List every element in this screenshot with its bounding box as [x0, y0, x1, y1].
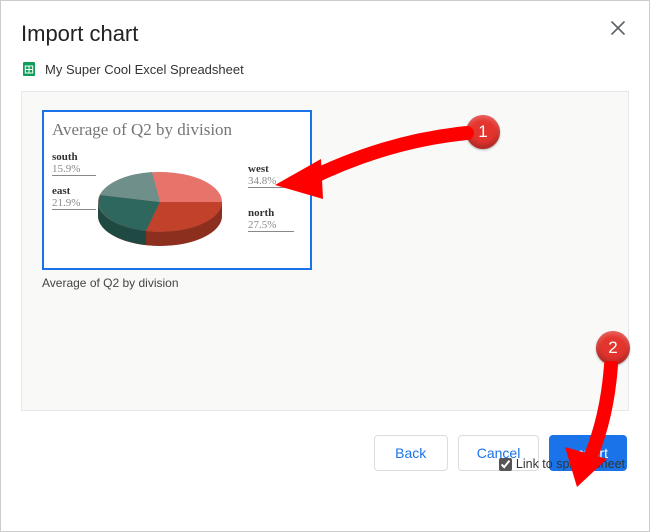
chart-caption: Average of Q2 by division: [42, 276, 312, 290]
slice-label-west: west 34.8%: [248, 164, 294, 188]
sheets-icon: [21, 61, 37, 77]
chart-card[interactable]: Average of Q2 by division: [42, 110, 312, 290]
close-icon[interactable]: [607, 17, 629, 44]
link-to-spreadsheet-row: Link to spreadsheet: [499, 457, 625, 471]
annotation-badge-1: 1: [466, 115, 500, 149]
slice-label-east: east 21.9%: [52, 186, 96, 210]
pie-stage: south 15.9% east 21.9% west 34.8% north …: [50, 146, 304, 256]
annotation-badge-2: 2: [596, 331, 630, 365]
chart-selection-panel: Average of Q2 by division: [21, 91, 629, 411]
chart-title: Average of Q2 by division: [52, 120, 304, 140]
dialog-header: Import chart: [21, 17, 629, 61]
chart-thumbnail: Average of Q2 by division: [42, 110, 312, 270]
source-spreadsheet-name: My Super Cool Excel Spreadsheet: [45, 62, 244, 77]
link-to-spreadsheet-label[interactable]: Link to spreadsheet: [516, 457, 625, 471]
slice-label-north: north 27.5%: [248, 208, 294, 232]
link-to-spreadsheet-checkbox[interactable]: [499, 458, 512, 471]
source-row: My Super Cool Excel Spreadsheet: [21, 61, 629, 77]
back-button[interactable]: Back: [374, 435, 448, 471]
dialog-title: Import chart: [21, 21, 138, 47]
import-chart-dialog: Import chart My Super Cool Excel Spreads…: [1, 1, 649, 421]
slice-label-south: south 15.9%: [52, 152, 96, 176]
